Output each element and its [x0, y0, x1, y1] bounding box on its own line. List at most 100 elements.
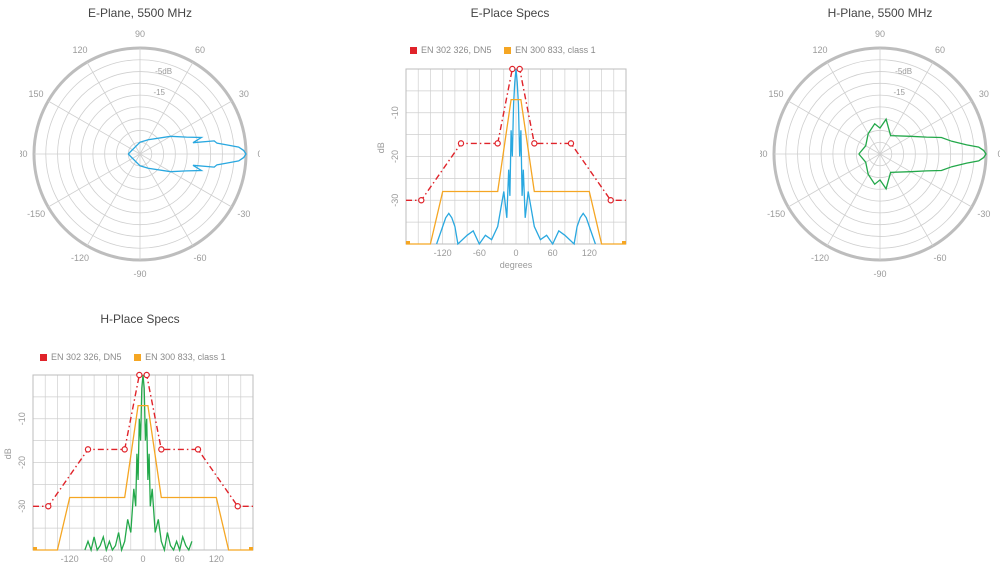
legend-label: EN 302 326, DN5: [421, 45, 492, 55]
ring-tick-label: -5dB: [155, 67, 172, 76]
angle-tick-label: -150: [27, 209, 45, 219]
angle-tick-label: -120: [811, 253, 829, 263]
h-plane-specs-chart: -120 -60 0 60 120 -10 -20 -30 dB: [3, 371, 254, 564]
y-tick-label: -20: [390, 150, 400, 163]
dn5-mask-marker: [136, 371, 143, 379]
class1-mask-line: [406, 98, 626, 245]
angle-tick-label: 150: [29, 89, 44, 99]
h-plane-specs-panel: H-Place Specs EN 302 326, DN5 EN 300 833…: [0, 300, 290, 576]
dn5-mask-marker: [509, 65, 516, 73]
chart-legend: EN 302 326, DN5 EN 300 833, class 1: [410, 45, 606, 55]
polar-spoke: [788, 100, 881, 155]
polar-spoke: [879, 62, 934, 155]
angle-tick-label: 90: [875, 29, 885, 39]
dn5-mask-marker: [234, 503, 241, 510]
polar-spoke: [879, 153, 934, 246]
angle-tick-label: 60: [935, 45, 945, 55]
chart-title: H-Place Specs: [100, 312, 180, 326]
dn5-mask-marker: [84, 446, 92, 453]
class1-edge-marker: [622, 241, 626, 244]
legend-item-class1: EN 300 833, class 1: [134, 352, 226, 362]
y-tick-label: -10: [17, 412, 27, 425]
chart-legend: EN 302 326, DN5 EN 300 833, class 1: [40, 352, 236, 362]
class1-edge-marker: [249, 547, 253, 550]
polar-spoke: [139, 153, 194, 246]
x-tick-label: -120: [434, 248, 452, 258]
y-tick-label: -20: [17, 456, 27, 469]
legend-item-class1: EN 300 833, class 1: [504, 45, 596, 55]
angle-tick-label: -60: [193, 253, 206, 263]
dn5-mask-marker: [567, 140, 575, 147]
polar-spoke: [879, 100, 972, 155]
measured-pattern-line: [84, 374, 193, 553]
angle-tick-label: 30: [979, 89, 989, 99]
y-axis-label: dB: [3, 448, 13, 459]
polar-spoke: [139, 153, 232, 208]
y-axis-label: dB: [376, 142, 386, 153]
angle-tick-label: -90: [873, 269, 886, 279]
angle-tick-label: 0: [257, 149, 260, 159]
y-tick-label: -10: [390, 106, 400, 119]
legend-swatch-dn5: [40, 354, 47, 361]
angle-tick-label: -30: [237, 209, 250, 219]
dn5-mask-marker: [494, 140, 501, 147]
angle-tick-label: 90: [135, 29, 145, 39]
polar-spoke: [139, 100, 232, 155]
polar-spoke: [788, 153, 881, 208]
polar-spoke: [139, 62, 194, 155]
x-tick-label: 0: [513, 248, 518, 258]
dn5-mask-line: [33, 374, 253, 508]
angle-tick-label: -120: [71, 253, 89, 263]
legend-swatch-class1: [134, 354, 142, 361]
legend-label: EN 300 833, class 1: [515, 45, 596, 55]
ring-tick-label: -5dB: [895, 67, 912, 76]
x-tick-label: 0: [140, 554, 145, 564]
dn5-mask-marker: [516, 65, 523, 73]
x-tick-label: 120: [582, 248, 597, 258]
h-plane-polar-panel: H-Plane, 5500 MHz 0 30 60 90 120 150 180 -150 -1…: [760, 0, 1000, 290]
angle-tick-label: -90: [133, 269, 146, 279]
chart-title: H-Plane, 5500 MHz: [827, 6, 933, 20]
chart-title: E-Plane, 5500 MHz: [87, 6, 193, 20]
legend-item-dn5: EN 302 326, DN5: [40, 352, 122, 362]
angle-tick-label: 180: [760, 149, 768, 159]
e-plane-polar-panel: E-Plane, 5500 MHz 0 30 60 90 120 150 180 -150 -1…: [20, 0, 260, 290]
angle-tick-label: 60: [195, 45, 205, 55]
dn5-mask-marker: [143, 371, 150, 379]
dn5-mask-marker: [418, 197, 425, 204]
x-tick-label: 120: [209, 554, 224, 564]
e-plane-polar-chart: 0 30 60 90 120 150 180 -150 -120 -90 -60 -30 -5dB -15: [20, 29, 260, 279]
polar-spoke: [826, 153, 881, 246]
polar-pattern-line: [858, 117, 987, 191]
x-tick-label: -60: [100, 554, 113, 564]
h-plane-polar-chart: 0 30 60 90 120 150 180 -150 -120 -90 -60 -30 -5dB -15: [760, 29, 1000, 279]
class1-mask-line: [33, 404, 253, 551]
angle-tick-label: 180: [20, 149, 28, 159]
x-tick-label: 60: [548, 248, 558, 258]
dn5-mask-marker: [45, 503, 52, 510]
angle-tick-label: -150: [767, 209, 785, 219]
polar-spoke: [879, 153, 972, 208]
y-tick-label: -30: [17, 500, 27, 513]
polar-pattern-line: [127, 135, 247, 173]
polar-spoke: [826, 62, 881, 155]
angle-tick-label: 120: [72, 45, 87, 55]
dn5-mask-marker: [607, 197, 614, 204]
angle-tick-label: -60: [933, 253, 946, 263]
x-tick-label: -120: [61, 554, 79, 564]
legend-swatch-dn5: [410, 47, 417, 54]
dn5-mask-marker: [158, 446, 165, 453]
polar-spoke: [86, 62, 141, 155]
x-tick-label: -60: [473, 248, 486, 258]
x-tick-label: 60: [175, 554, 185, 564]
y-tick-label: -30: [390, 194, 400, 207]
legend-item-dn5: EN 302 326, DN5: [410, 45, 492, 55]
x-axis-label: degrees: [500, 260, 533, 270]
dn5-mask-marker: [121, 446, 128, 453]
angle-tick-label: -30: [977, 209, 990, 219]
e-plane-specs-panel: E-Place Specs EN 302 326, DN5 EN 300 833…: [360, 0, 660, 290]
class1-edge-marker: [33, 547, 37, 550]
dn5-mask-marker: [194, 446, 202, 453]
measured-pattern-line: [435, 68, 597, 246]
polar-spoke: [86, 153, 141, 246]
